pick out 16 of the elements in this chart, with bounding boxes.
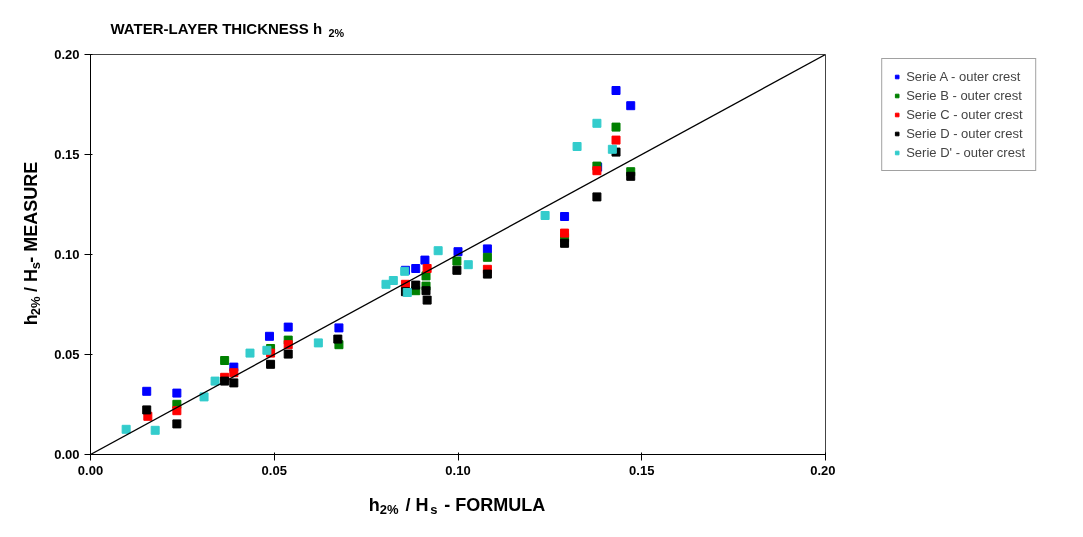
x-tick-label: 0.10 — [445, 462, 471, 478]
x-tick-label: 0.15 — [629, 462, 655, 478]
x-tick-label: 0.00 — [77, 462, 104, 478]
y-tick-label: 0.05 — [54, 347, 80, 362]
x-tick-label: 0.20 — [810, 462, 836, 478]
legend-label: Serie A - outer crest — [906, 69, 1021, 84]
legend-label: Serie B - outer crest — [906, 88, 1022, 103]
y-tick-label: 0.10 — [54, 247, 80, 262]
y-tick-label: 0.15 — [54, 147, 80, 162]
legend-label: Serie D' - outer crest — [906, 145, 1025, 160]
y-tick-label: 0.20 — [54, 47, 80, 62]
y-axis-title: h2% / Hs- MEASURE — [20, 161, 44, 326]
legend-label: Serie C - outer crest — [906, 107, 1023, 122]
x-tick-label: 0.05 — [261, 462, 287, 478]
legend-label: Serie D - outer crest — [906, 126, 1023, 141]
y-tick-label: 0.00 — [54, 447, 80, 462]
